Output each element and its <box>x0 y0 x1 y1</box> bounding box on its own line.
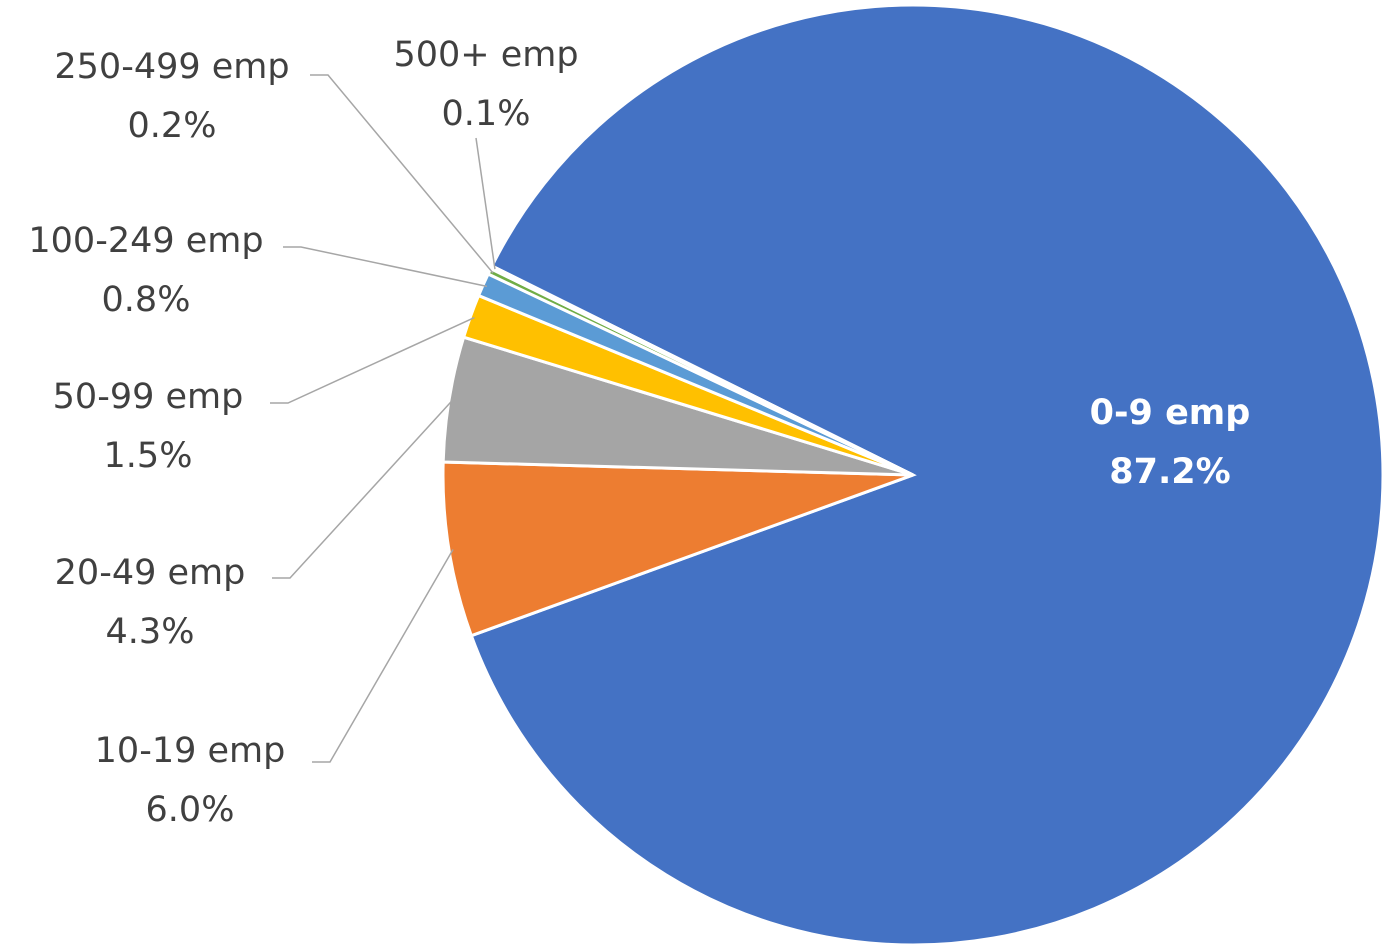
data-label-250-499-emp: 250-499 emp <box>54 47 289 87</box>
leader-line-100-249-emp <box>283 246 488 288</box>
data-label-pct-500-emp: 0.1% <box>442 94 531 134</box>
pie-slice-0-9-emp <box>469 3 1383 945</box>
data-labels: 0-9 emp 87.2% 10-19 emp 6.0% 20-49 emp 4.3% 50… <box>28 35 1250 830</box>
data-label-500-emp: 500+ emp <box>393 35 578 75</box>
leader-line-500-emp <box>475 137 496 270</box>
data-label-pct-20-49-emp: 4.3% <box>106 612 195 652</box>
data-label-0-9-emp: 0-9 emp <box>1090 393 1251 433</box>
data-label-pct-100-249-emp: 0.8% <box>102 280 191 320</box>
data-label-pct-250-499-emp: 0.2% <box>128 106 217 146</box>
data-label-50-99-emp: 50-99 emp <box>53 377 244 417</box>
leader-line-50-99-emp <box>270 316 475 404</box>
leader-line-20-49-emp <box>272 399 454 579</box>
data-label-20-49-emp: 20-49 emp <box>55 553 246 593</box>
data-label-100-249-emp: 100-249 emp <box>28 221 263 261</box>
pie-slices <box>441 3 1383 945</box>
leader-line-10-19-emp <box>312 549 454 763</box>
pie-slice-500-emp <box>488 264 914 477</box>
data-label-pct-50-99-emp: 1.5% <box>104 436 193 476</box>
data-label-pct-0-9-emp: 87.2% <box>1109 452 1230 492</box>
pie-slice-10-19-emp <box>441 460 914 638</box>
leader-line-250-499-emp <box>310 74 494 274</box>
data-label-10-19-emp: 10-19 emp <box>95 731 286 771</box>
leader-lines <box>270 74 496 763</box>
data-label-pct-10-19-emp: 6.0% <box>146 790 235 830</box>
